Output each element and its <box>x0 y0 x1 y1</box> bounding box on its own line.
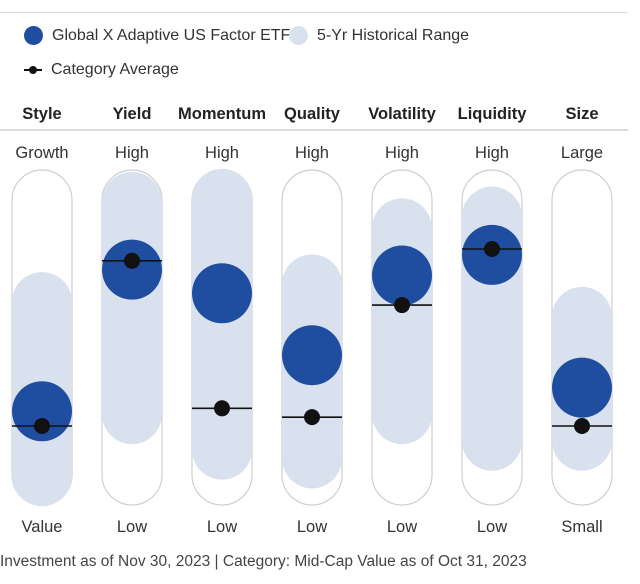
top-label-style: Growth <box>15 144 68 162</box>
legend-category-icon <box>24 65 42 75</box>
category-marker-yield <box>124 252 140 269</box>
legend-fund-icon <box>24 26 43 45</box>
range-band-momentum <box>192 168 252 480</box>
range-band-yield <box>102 171 162 445</box>
bottom-label-size: Small <box>561 518 602 536</box>
category-marker-style <box>34 418 50 434</box>
legend-range: 5-Yr Historical Range <box>289 26 469 45</box>
factor-header-volatility: Volatility <box>368 105 436 123</box>
legend-category: Category Average <box>24 61 179 79</box>
fund-marker-yield <box>102 239 162 300</box>
range-band-volatility <box>372 198 432 445</box>
category-marker-size <box>574 418 590 434</box>
top-rule <box>0 12 628 13</box>
bottom-label-style: Value <box>22 518 63 536</box>
fund-marker-quality <box>282 325 342 386</box>
factor-header-yield: Yield <box>113 105 152 123</box>
bottom-label-volatility: Low <box>387 518 417 536</box>
top-label-momentum: High <box>205 144 239 162</box>
category-marker-momentum <box>214 400 230 417</box>
top-label-size: Large <box>561 144 603 162</box>
top-label-volatility: High <box>385 144 419 162</box>
legend-category-label: Category Average <box>51 61 179 78</box>
legend-fund-label: Global X Adaptive US Factor ETF <box>52 26 291 44</box>
factor-header-liquidity: Liquidity <box>458 105 528 123</box>
bottom-label-yield: Low <box>117 518 147 536</box>
top-label-liquidity: High <box>475 144 509 162</box>
top-label-quality: High <box>295 144 329 162</box>
fund-marker-size <box>552 357 612 418</box>
category-marker-liquidity <box>484 241 500 257</box>
factor-header-momentum: Momentum <box>178 105 266 123</box>
bottom-label-liquidity: Low <box>477 518 507 536</box>
factor-header-style: Style <box>22 105 61 123</box>
legend-range-icon <box>289 26 308 45</box>
category-marker-quality <box>304 409 320 426</box>
factor-header-quality: Quality <box>284 105 341 123</box>
factor-header-size: Size <box>565 105 598 123</box>
bottom-label-quality: Low <box>297 518 327 536</box>
bottom-label-momentum: Low <box>207 518 237 536</box>
footnote: Investment as of Nov 30, 2023 | Category… <box>0 553 527 570</box>
fund-marker-momentum <box>192 263 252 324</box>
top-label-yield: High <box>115 144 149 162</box>
category-marker-volatility <box>394 297 410 314</box>
fund-marker-volatility <box>372 245 432 306</box>
legend-range-label: 5-Yr Historical Range <box>317 26 470 44</box>
legend-fund: Global X Adaptive US Factor ETF <box>24 26 290 45</box>
